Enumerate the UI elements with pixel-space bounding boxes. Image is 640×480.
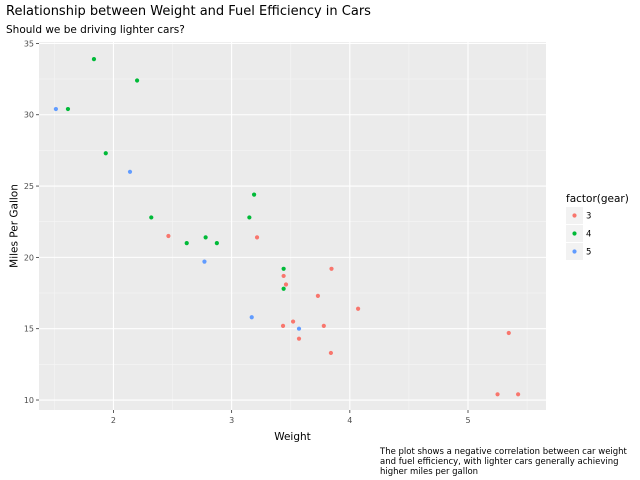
chart-title: Relationship between Weight and Fuel Eff… bbox=[6, 4, 371, 19]
data-point-gear-3 bbox=[329, 266, 334, 271]
data-point-gear-3 bbox=[315, 293, 321, 298]
data-point-gear-4 bbox=[247, 215, 252, 220]
grid-lines bbox=[39, 42, 546, 410]
y-tick-label: 10 bbox=[24, 396, 34, 405]
data-point-gear-3 bbox=[506, 330, 511, 336]
y-tick-label: 20 bbox=[24, 253, 34, 262]
data-point-gear-4 bbox=[281, 286, 286, 291]
data-point-gear-3 bbox=[296, 336, 302, 341]
data-point-gear-3 bbox=[290, 319, 296, 324]
data-point-gear-5 bbox=[249, 315, 254, 320]
legend-key-gear-4 bbox=[572, 231, 577, 236]
y-tick-label: 30 bbox=[24, 111, 34, 120]
x-tick-label: 2 bbox=[111, 416, 116, 425]
chart-subtitle: Should we be driving lighter cars? bbox=[6, 24, 185, 36]
x-tick-label: 3 bbox=[229, 416, 234, 425]
data-point-gear-3 bbox=[355, 306, 361, 311]
y-tick-label: 15 bbox=[24, 325, 34, 334]
data-point-gear-4 bbox=[184, 241, 189, 246]
y-axis-label: Miles Per Gallon bbox=[9, 184, 21, 268]
axis-ticks: 2 3 4 5 10 15 20 25 30 35 bbox=[24, 39, 471, 425]
data-point-gear-4 bbox=[251, 192, 257, 197]
x-tick-label: 4 bbox=[347, 416, 352, 425]
legend: factor(gear) 3 4 5 bbox=[566, 193, 629, 260]
data-point-gear-5 bbox=[53, 106, 59, 112]
data-point-gear-5 bbox=[127, 169, 133, 174]
data-point-gear-4 bbox=[91, 57, 97, 62]
data-point-gear-4 bbox=[203, 235, 208, 240]
data-point-gear-4 bbox=[103, 151, 108, 156]
data-point-gear-3 bbox=[283, 282, 289, 287]
data-point-gear-4 bbox=[65, 106, 71, 112]
data-point-gear-4 bbox=[149, 215, 154, 220]
data-point-gear-4 bbox=[134, 78, 140, 83]
data-point-gear-3 bbox=[254, 235, 260, 240]
data-point-gear-3 bbox=[495, 392, 500, 397]
x-tick-label: 5 bbox=[465, 416, 470, 425]
data-point-gear-3 bbox=[281, 273, 286, 279]
legend-key-gear-5 bbox=[572, 249, 577, 254]
data-point-gear-3 bbox=[280, 323, 286, 328]
legend-label-gear-3: 3 bbox=[586, 212, 591, 222]
chart-caption: The plot shows a negative correlation be… bbox=[380, 447, 627, 477]
legend-label-gear-5: 5 bbox=[586, 248, 591, 258]
plot-panel bbox=[39, 42, 546, 410]
data-point-gear-3 bbox=[166, 233, 171, 239]
legend-label-gear-4: 4 bbox=[586, 230, 591, 240]
x-axis-label: Weight bbox=[274, 431, 311, 443]
data-point-gear-3 bbox=[516, 392, 521, 397]
y-tick-label: 25 bbox=[24, 182, 34, 191]
data-point-gear-3 bbox=[328, 350, 334, 356]
data-point-gear-5 bbox=[296, 326, 302, 331]
legend-title: factor(gear) bbox=[566, 193, 629, 205]
data-point-gear-4 bbox=[214, 241, 219, 246]
data-points bbox=[53, 57, 521, 397]
y-tick-label: 35 bbox=[24, 39, 34, 48]
data-point-gear-3 bbox=[321, 323, 326, 328]
data-point-gear-4 bbox=[281, 266, 286, 271]
legend-key-gear-3 bbox=[572, 213, 577, 218]
data-point-gear-5 bbox=[202, 259, 207, 264]
